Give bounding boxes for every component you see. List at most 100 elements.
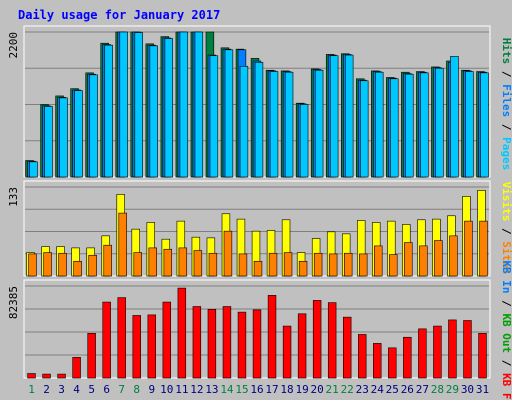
bar-pages-day-5	[89, 74, 98, 178]
legend-entry-visits: Visits	[500, 182, 512, 222]
bar-pages-day-9	[149, 45, 158, 178]
bar-pages-day-11	[179, 31, 189, 178]
panel-bottom: 82385 KB In / KB Out / KB F	[7, 260, 512, 399]
day-label-3: 3	[58, 383, 65, 396]
bar-kb-f-day-24	[373, 343, 382, 379]
legend-entry-kb-f: KB F	[500, 373, 512, 400]
bar-sites-day-3	[58, 252, 67, 277]
legend-entry-files: Files	[500, 84, 512, 117]
bar-kb-f-day-6	[102, 301, 111, 379]
bar-pages-day-13	[209, 55, 219, 178]
day-label-16: 16	[250, 383, 263, 396]
bar-pages-day-23	[360, 80, 369, 178]
day-label-7: 7	[118, 383, 125, 396]
bar-sites-day-17	[268, 252, 278, 277]
bar-kb-f-day-15	[237, 311, 247, 379]
day-label-8: 8	[133, 383, 140, 396]
bar-sites-day-8	[133, 252, 142, 277]
legend-entry-sites: Sites	[500, 241, 512, 274]
day-label-22: 22	[341, 383, 354, 396]
bar-pages-day-31	[480, 72, 489, 178]
bar-pages-day-14	[224, 49, 234, 178]
bar-sites-day-19	[298, 260, 308, 277]
legend-mid: Visits / Sites	[500, 182, 512, 275]
bar-pages-day-27	[420, 72, 429, 178]
bar-sites-day-22	[343, 252, 353, 277]
bar-pages-day-12	[194, 31, 204, 178]
bar-kb-f-day-9	[147, 314, 156, 379]
legend-separator: /	[500, 294, 512, 314]
legend-entry-pages: Pages	[500, 137, 512, 170]
bar-kb-f-day-8	[132, 315, 141, 379]
ymax-label: 82385	[7, 286, 20, 319]
day-label-19: 19	[295, 383, 308, 396]
legend-top: Hits / Files / Pages	[500, 38, 512, 171]
bar-sites-day-26	[404, 242, 413, 277]
legend-separator: /	[500, 64, 512, 84]
day-label-29: 29	[446, 383, 459, 396]
chart-title: Daily usage for January 2017	[18, 8, 220, 22]
day-label-23: 23	[356, 383, 369, 396]
bar-kb-f-day-2	[42, 373, 51, 379]
bar-pages-day-30	[465, 71, 474, 178]
bar-sites-day-5	[88, 254, 97, 277]
day-label-1: 1	[28, 383, 35, 396]
bar-kb-f-day-28	[433, 325, 442, 379]
bar-sites-day-15	[238, 253, 248, 277]
day-label-5: 5	[88, 383, 95, 396]
bar-sites-day-27	[419, 245, 428, 277]
bar-kb-f-day-30	[463, 320, 472, 379]
bar-sites-day-28	[434, 240, 443, 277]
legend-separator: /	[500, 353, 512, 373]
bar-kb-f-day-1	[27, 373, 36, 379]
legend-separator: /	[500, 221, 512, 241]
bar-pages-day-26	[405, 73, 414, 178]
bar-kb-f-day-19	[297, 313, 307, 379]
bar-kb-f-day-21	[327, 302, 337, 379]
panel-top: 2200 Hits / Files / Pages	[7, 25, 512, 178]
day-label-21: 21	[326, 383, 339, 396]
bar-pages-day-24	[375, 71, 384, 178]
bar-kb-f-day-26	[403, 336, 412, 379]
bar-kb-f-day-16	[252, 309, 262, 379]
bar-pages-day-28	[435, 67, 444, 178]
day-label-11: 11	[175, 383, 188, 396]
bar-sites-day-4	[73, 260, 82, 277]
day-label-26: 26	[401, 383, 414, 396]
legend-entry-kb-out: KB Out	[500, 313, 512, 353]
bar-kb-f-day-11	[177, 287, 187, 379]
bar-sites-day-9	[148, 247, 157, 277]
bar-sites-day-12	[193, 250, 203, 277]
bar-pages-day-15	[239, 65, 249, 178]
bar-kb-f-day-22	[342, 316, 352, 379]
day-label-14: 14	[220, 383, 234, 396]
bar-sites-day-14	[223, 230, 233, 277]
bar-sites-day-23	[359, 253, 368, 277]
bar-kb-f-day-7	[117, 297, 126, 379]
bar-kb-f-day-23	[358, 334, 367, 379]
bar-sites-day-21	[328, 253, 338, 277]
bar-pages-day-19	[299, 104, 309, 178]
legend-entry-hits: Hits	[500, 38, 512, 65]
legend-separator: /	[500, 117, 512, 137]
bar-sites-day-16	[253, 260, 263, 277]
bar-kb-f-day-17	[267, 295, 277, 379]
day-labels: 1 2 3 4 5 6 7 8 9 10 11 12 13 14 15 16 17 18 19 20 21 22 23 24 2…	[28, 383, 489, 396]
day-label-25: 25	[386, 383, 399, 396]
day-label-27: 27	[416, 383, 429, 396]
bar-sites-day-24	[374, 245, 383, 277]
day-label-15: 15	[235, 383, 248, 396]
bar-kb-f-day-3	[57, 373, 66, 379]
bar-kb-f-day-14	[222, 306, 232, 379]
bar-pages-day-21	[329, 55, 339, 178]
bar-kb-f-day-5	[87, 333, 96, 379]
bar-pages-day-16	[254, 62, 264, 178]
day-label-28: 28	[431, 383, 444, 396]
bar-pages-day-3	[59, 97, 68, 178]
day-label-6: 6	[103, 383, 110, 396]
bar-pages-day-25	[390, 78, 399, 178]
bar-kb-f-day-4	[72, 357, 81, 379]
day-label-10: 10	[160, 383, 173, 396]
